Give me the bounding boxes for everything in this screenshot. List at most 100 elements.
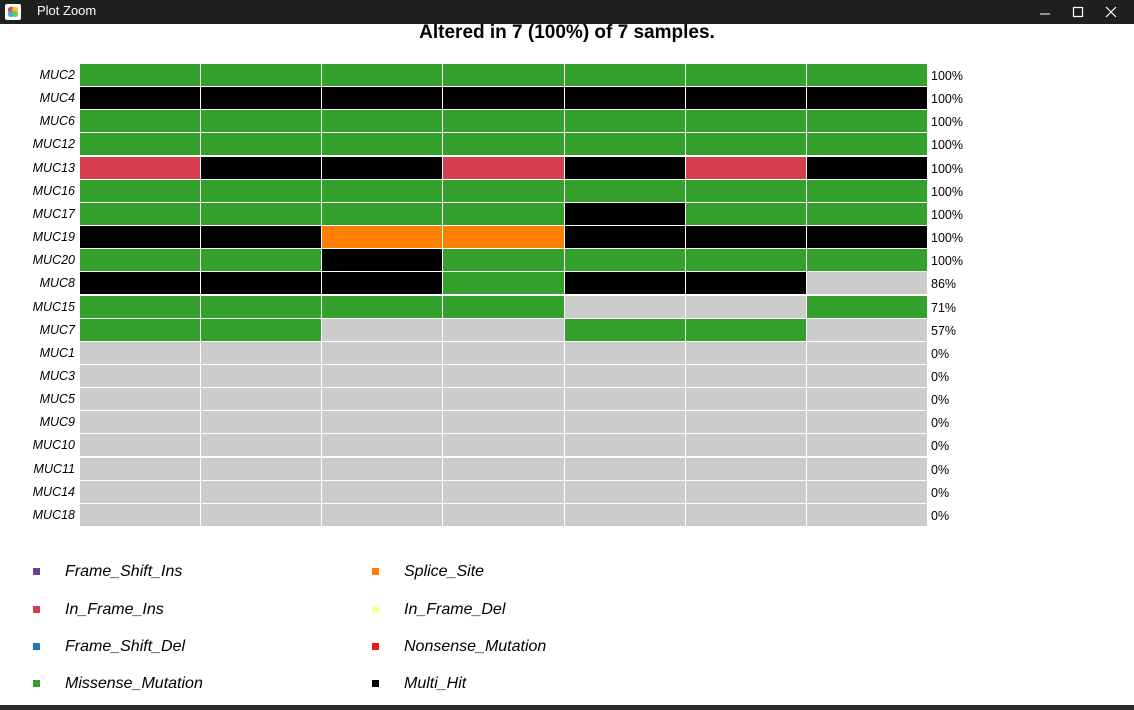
oncoplot-cell [322, 110, 443, 133]
oncoplot-cell [201, 295, 322, 318]
oncoplot-cell [201, 156, 322, 179]
legend-swatch [372, 568, 379, 575]
oncoplot-cell [443, 503, 564, 526]
oncoplot-cell [201, 457, 322, 480]
oncoplot-cell [564, 411, 685, 434]
oncoplot-cell [80, 133, 201, 156]
oncoplot-cell [564, 272, 685, 295]
alteration-percent: 100% [931, 115, 963, 130]
oncoplot-cell [806, 64, 927, 86]
gene-label: MUC8 [39, 276, 75, 291]
legend-label: Multi_Hit [404, 675, 467, 692]
oncoplot-cell [685, 87, 806, 110]
gene-label: MUC11 [33, 461, 75, 476]
oncoplot-cell [806, 341, 927, 364]
legend-label: In_Frame_Del [404, 601, 506, 618]
oncoplot-cell [443, 364, 564, 387]
oncoplot-cell [322, 226, 443, 249]
gene-label: MUC4 [39, 91, 75, 106]
maximize-button[interactable] [1061, 0, 1095, 24]
gene-label: MUC7 [39, 322, 75, 337]
oncoplot-cell [806, 133, 927, 156]
oncoplot-cell [564, 457, 685, 480]
oncoplot-cell [322, 295, 443, 318]
oncoplot-cell [80, 364, 201, 387]
oncoplot-cell [80, 272, 201, 295]
oncoplot-cell [322, 64, 443, 86]
legend-label: Missense_Mutation [65, 675, 203, 692]
oncoplot-cell [322, 318, 443, 341]
close-icon [1105, 6, 1117, 18]
oncoplot-cell [443, 179, 564, 202]
oncoplot-cell [201, 364, 322, 387]
oncoplot-cell [564, 364, 685, 387]
oncoplot-cell [322, 434, 443, 457]
alteration-percent: 100% [931, 138, 963, 153]
oncoplot-cell [443, 480, 564, 503]
oncoplot-cell [685, 133, 806, 156]
gene-label: MUC16 [32, 183, 75, 198]
oncoplot-cell [80, 318, 201, 341]
oncoplot-cell [201, 87, 322, 110]
oncoplot-cell [685, 411, 806, 434]
gene-label: MUC9 [39, 415, 75, 430]
gene-label: MUC6 [39, 114, 75, 129]
oncoplot-cell [564, 341, 685, 364]
oncoplot-cell [806, 411, 927, 434]
oncoplot-cell [443, 249, 564, 272]
oncoplot-cell [201, 411, 322, 434]
oncoplot-cell [80, 110, 201, 133]
legend-swatch [33, 568, 40, 575]
oncoplot-cell [685, 388, 806, 411]
oncoplot-cell [806, 295, 927, 318]
oncoplot-cell [201, 133, 322, 156]
oncoplot-cell [564, 110, 685, 133]
oncoplot-cell [564, 226, 685, 249]
alteration-percent: 0% [931, 393, 950, 408]
oncoplot-cell [322, 156, 443, 179]
oncoplot-cell [564, 434, 685, 457]
legend-swatch [372, 680, 379, 687]
oncoplot-cell [80, 295, 201, 318]
oncoplot-cell [685, 226, 806, 249]
oncoplot-cell [806, 480, 927, 503]
oncoplot-cell [322, 364, 443, 387]
alteration-percent: 100% [931, 254, 963, 269]
oncoplot-cell [201, 341, 322, 364]
alteration-percent: 0% [931, 416, 950, 431]
oncoplot-cell [806, 434, 927, 457]
oncoplot-cell [80, 434, 201, 457]
oncoplot-cell [443, 202, 564, 225]
gene-label: MUC14 [32, 484, 75, 499]
oncoplot-cell [322, 503, 443, 526]
oncoplot-cell [685, 272, 806, 295]
oncoplot-cell [806, 272, 927, 295]
oncoplot-cell [564, 156, 685, 179]
oncoplot-cell [564, 480, 685, 503]
oncoplot-cell [201, 226, 322, 249]
gene-label: MUC5 [39, 392, 75, 407]
oncoplot-cell [443, 272, 564, 295]
close-button[interactable] [1094, 0, 1128, 24]
oncoplot-cell [80, 480, 201, 503]
alteration-percent: 86% [931, 277, 957, 292]
legend-label: Frame_Shift_Ins [65, 563, 183, 580]
oncoplot-cell [443, 133, 564, 156]
oncoplot-cell [80, 64, 201, 86]
oncoplot-cell [322, 249, 443, 272]
alteration-percent: 100% [931, 92, 963, 107]
legend-label: Splice_Site [404, 563, 485, 580]
oncoplot-cell [685, 318, 806, 341]
legend-swatch [372, 643, 379, 650]
legend-swatch [33, 643, 40, 650]
minimize-button[interactable] [1028, 0, 1062, 24]
oncoplot-cell [564, 295, 685, 318]
oncoplot-cell [201, 202, 322, 225]
oncoplot-cell [80, 249, 201, 272]
oncoplot-cell [443, 295, 564, 318]
oncoplot-cell [564, 249, 685, 272]
oncoplot-cell [685, 110, 806, 133]
oncoplot-cell [564, 179, 685, 202]
oncoplot-cell [80, 341, 201, 364]
oncoplot-cell [201, 388, 322, 411]
